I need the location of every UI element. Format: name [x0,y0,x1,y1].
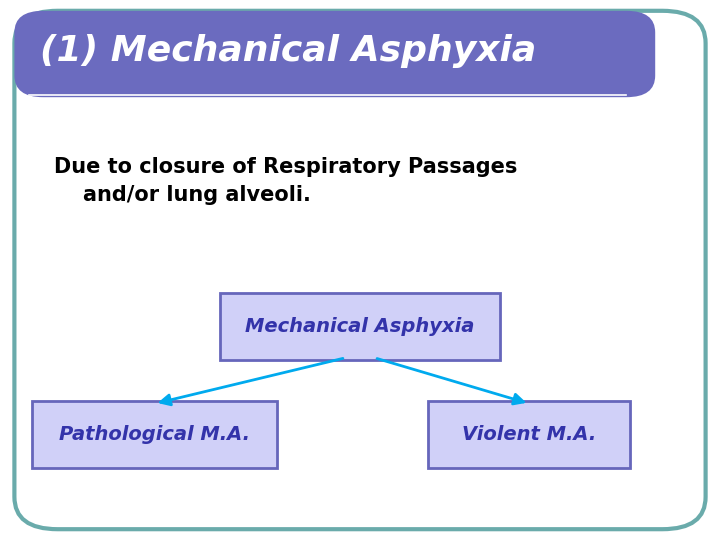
Text: Violent M.A.: Violent M.A. [462,425,596,444]
FancyBboxPatch shape [32,401,277,468]
FancyBboxPatch shape [220,293,500,361]
FancyBboxPatch shape [14,11,706,529]
FancyBboxPatch shape [428,401,630,468]
Text: Pathological M.A.: Pathological M.A. [59,425,251,444]
FancyBboxPatch shape [14,11,655,97]
Text: Due to closure of Respiratory Passages
    and/or lung alveoli.: Due to closure of Respiratory Passages a… [54,157,518,205]
Text: Mechanical Asphyxia: Mechanical Asphyxia [246,317,474,336]
Text: (1) Mechanical Asphyxia: (1) Mechanical Asphyxia [40,35,536,68]
